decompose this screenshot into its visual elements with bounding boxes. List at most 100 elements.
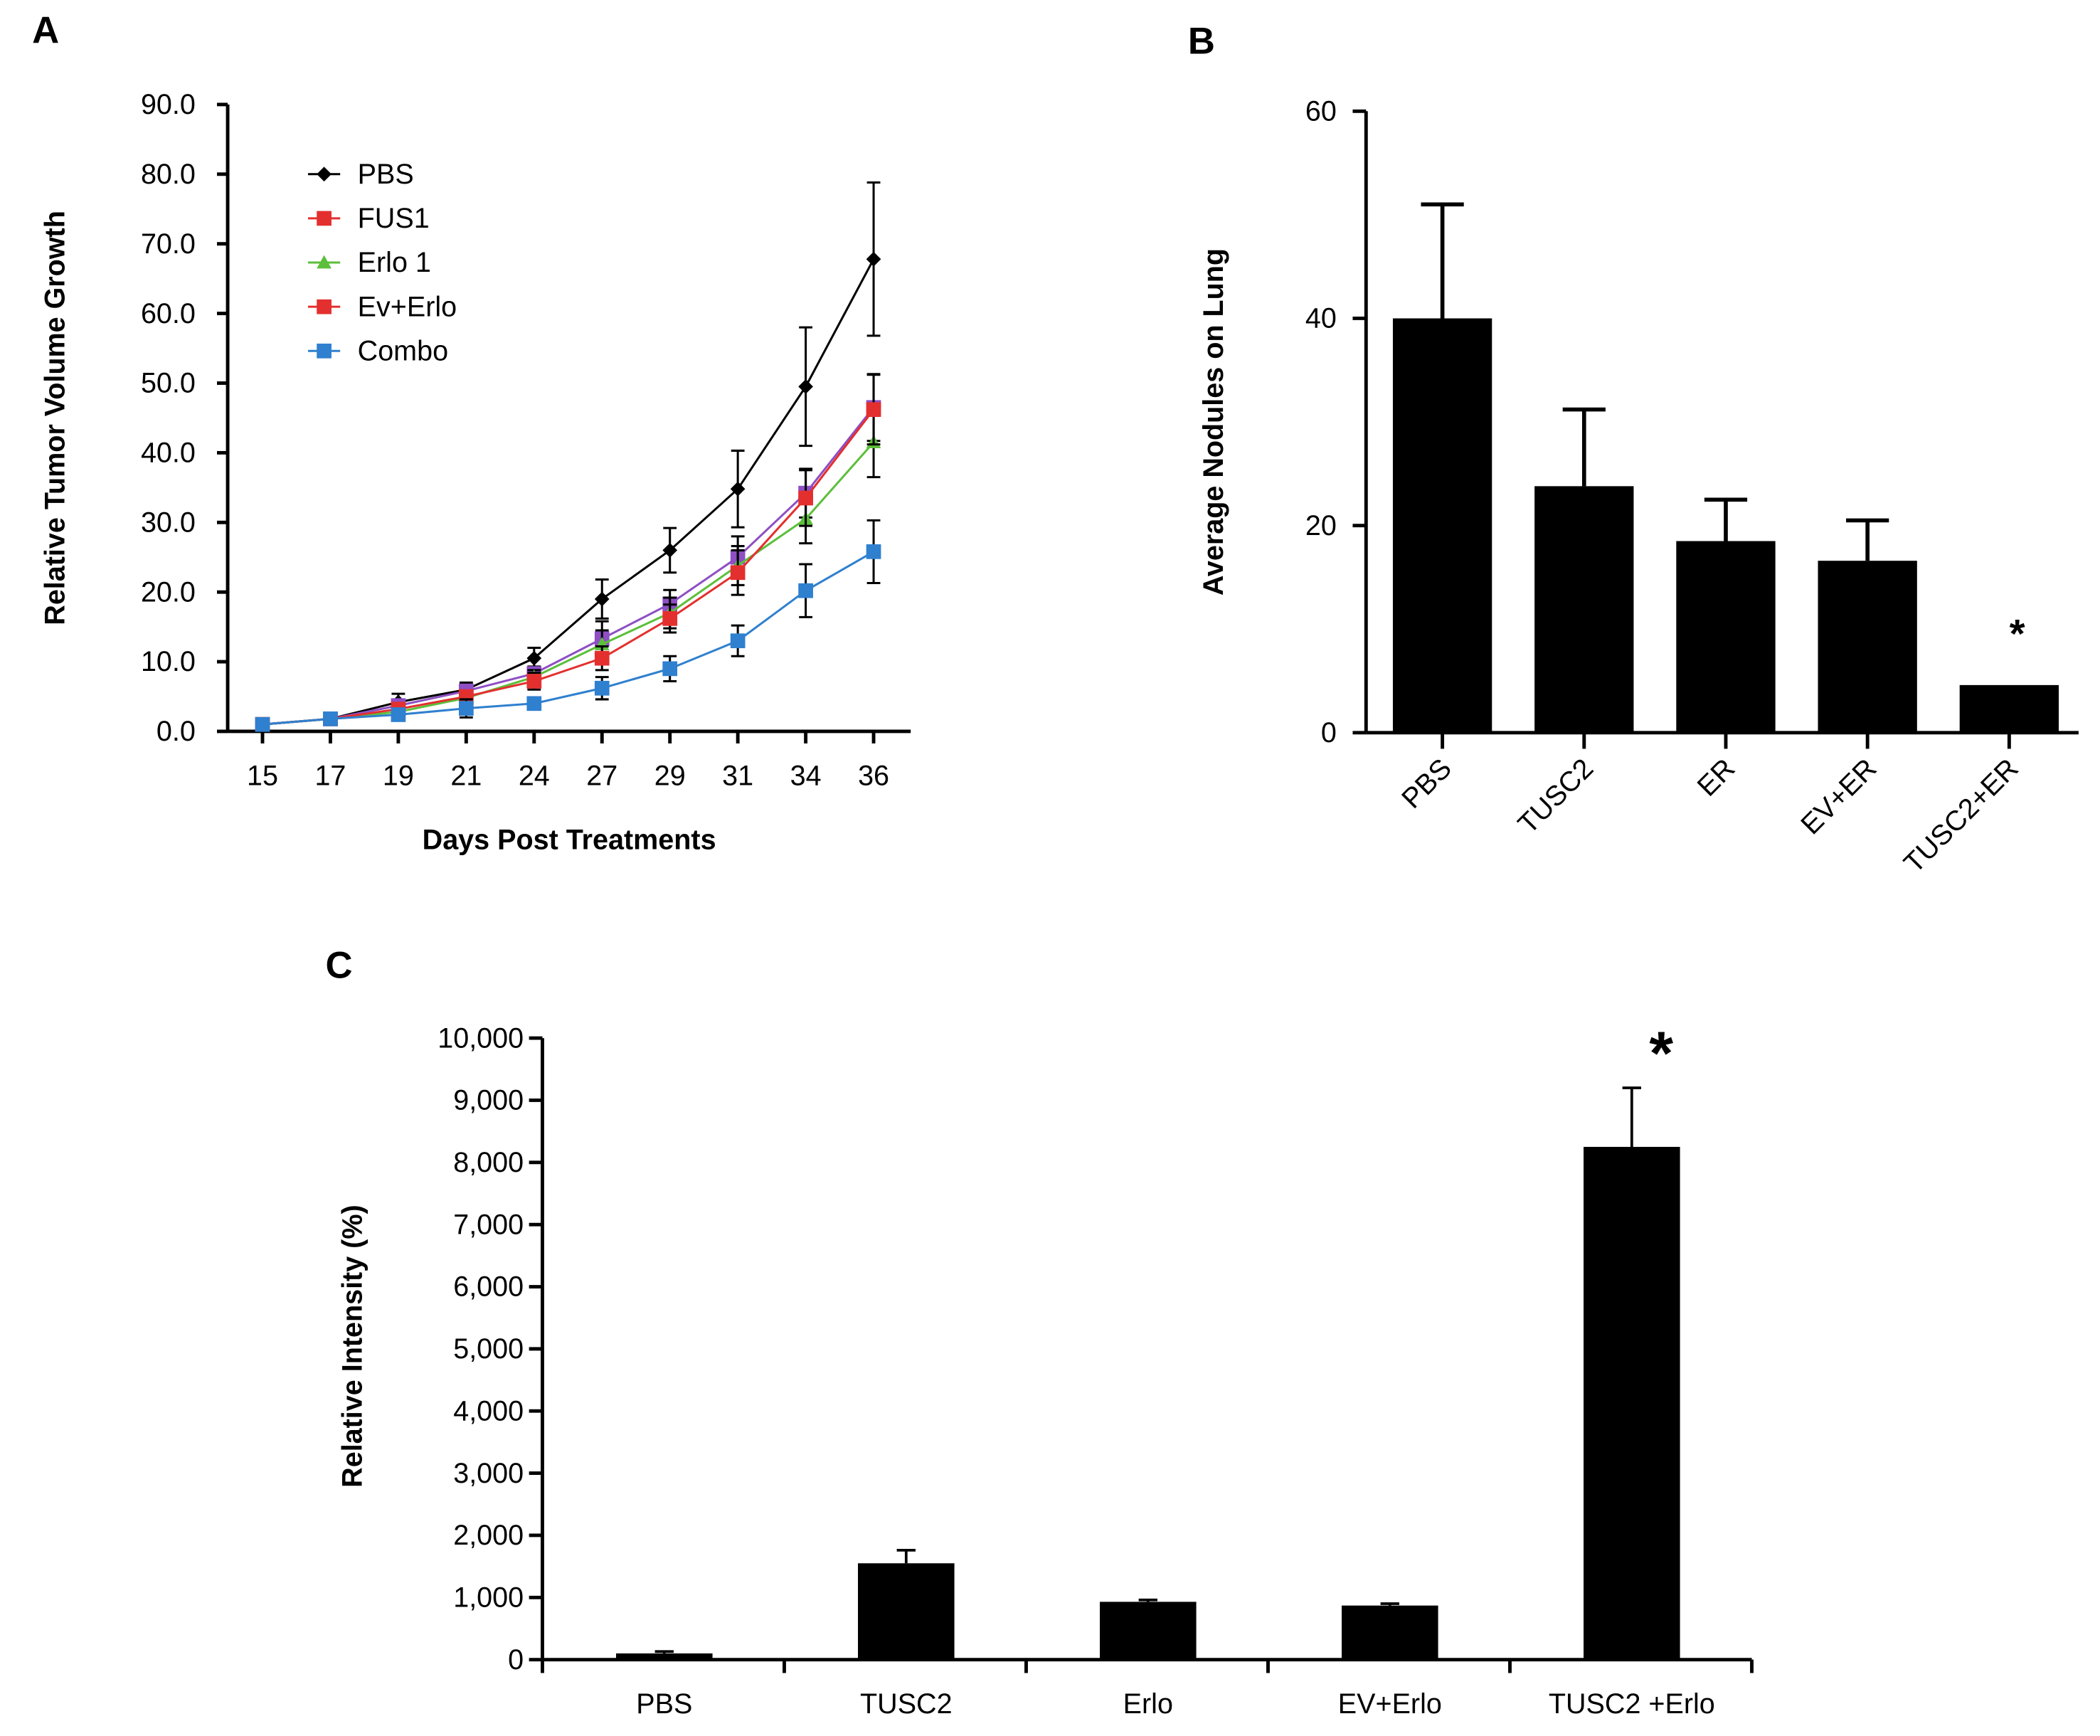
series-erlo-1	[255, 406, 881, 731]
data-point	[526, 674, 542, 689]
bar-group-ev-er	[1818, 518, 1917, 733]
data-point	[730, 565, 746, 581]
y-tick-label: 20.0	[141, 576, 196, 608]
legend-label: Combo	[358, 335, 448, 366]
series-line	[262, 551, 874, 726]
panel-label-a: A	[32, 9, 59, 51]
x-tick-label: TUSC2	[1512, 753, 1600, 840]
bar	[1676, 541, 1776, 733]
bar-group-tusc2-er: *	[1959, 611, 2059, 733]
legend-label: PBS	[358, 159, 414, 190]
x-tick-label: EV+ER	[1795, 753, 1883, 841]
series-ev-erlo	[255, 374, 881, 732]
y-tick-label: 40.0	[141, 438, 196, 469]
data-point	[662, 661, 678, 677]
data-point	[866, 402, 881, 418]
chart-b-y-label: Average Nodules on Lung	[1198, 248, 1229, 596]
y-tick-label: 40	[1305, 303, 1337, 334]
data-point	[391, 707, 406, 722]
bar-group-erlo	[1100, 1598, 1197, 1660]
data-point	[866, 544, 881, 559]
data-point	[798, 490, 813, 506]
chart-a: 0.0 10.0 20.0 30.0 40.0 50.0 60.0 70.0 80.0 90.0 1…	[141, 89, 911, 791]
significance-asterisk: *	[2010, 611, 2025, 656]
y-tick-label: 0.0	[157, 716, 196, 747]
y-tick-label: 70.0	[141, 228, 196, 260]
series-pbs	[255, 181, 881, 732]
y-tick-label: 1,000	[453, 1582, 524, 1613]
x-tick-label: 34	[790, 760, 822, 791]
data-point	[526, 650, 542, 666]
y-tick-label: 8,000	[453, 1147, 524, 1178]
y-tick-label: 0	[508, 1644, 524, 1676]
chart-a-x-label: Days Post Treatments	[423, 825, 716, 856]
legend-label: Erlo 1	[358, 247, 431, 278]
data-point	[594, 591, 610, 607]
series-line	[262, 408, 875, 726]
y-tick-label: 3,000	[453, 1458, 524, 1489]
data-point	[323, 711, 338, 726]
legend-marker	[317, 166, 332, 182]
bar	[1584, 1146, 1680, 1660]
bar	[1959, 684, 2059, 733]
bar-group-ev-erlo	[1342, 1602, 1438, 1660]
bar	[616, 1653, 713, 1660]
data-point	[594, 680, 610, 696]
y-tick-label: 4,000	[453, 1395, 524, 1427]
x-tick-label: 24	[519, 760, 550, 791]
x-tick-label: 27	[586, 760, 617, 791]
bar	[1100, 1602, 1197, 1660]
x-tick-label: ER	[1691, 753, 1741, 803]
bar	[858, 1563, 955, 1660]
legend-marker	[317, 299, 332, 314]
x-tick-label: EV+Erlo	[1338, 1688, 1442, 1720]
y-tick-label: 60	[1305, 95, 1337, 127]
legend-marker	[317, 343, 332, 359]
data-point	[866, 251, 881, 267]
y-tick-label: 20	[1305, 510, 1337, 541]
y-tick-label: 2,000	[453, 1520, 524, 1551]
y-tick-label: 90.0	[141, 89, 196, 120]
data-point	[730, 633, 746, 649]
chart-b: 0 20 40 60 PBS TUSC2 ER EV+ER * TUSC2+ER	[1305, 95, 2079, 879]
panel-label-b: B	[1188, 20, 1215, 62]
bar-group-pbs	[616, 1650, 713, 1660]
series-fus1	[255, 373, 881, 732]
x-tick-label: TUSC2	[860, 1688, 953, 1720]
bar-group-tusc2-erlo: *	[1584, 1020, 1680, 1660]
x-tick-label: TUSC2 +Erlo	[1549, 1688, 1715, 1720]
chart-c-y-label: Relative Intensity (%)	[336, 1205, 368, 1487]
chart-a-y-label: Relative Tumor Volume Growth	[39, 211, 70, 625]
y-tick-label: 9,000	[453, 1085, 524, 1116]
y-tick-label: 5,000	[453, 1333, 524, 1365]
series-combo	[255, 519, 881, 732]
bar-group-er	[1676, 497, 1776, 733]
data-point	[255, 716, 270, 732]
data-point	[662, 611, 678, 626]
x-tick-label: 17	[314, 760, 346, 791]
data-point	[662, 543, 678, 558]
y-tick-label: 80.0	[141, 159, 196, 190]
data-point	[458, 701, 474, 716]
x-tick-label: 21	[450, 760, 482, 791]
legend-label: Ev+Erlo	[358, 291, 457, 322]
x-tick-label: 36	[858, 760, 889, 791]
x-tick-label: 29	[654, 760, 686, 791]
x-tick-label: 19	[383, 760, 414, 791]
y-tick-label: 10,000	[438, 1022, 524, 1054]
panel-label-c: C	[325, 944, 352, 986]
x-tick-label: 31	[722, 760, 753, 791]
bar	[1818, 561, 1917, 733]
bar	[1342, 1605, 1438, 1660]
data-point	[798, 379, 813, 394]
x-tick-label: PBS	[1396, 753, 1458, 815]
legend-label: FUS1	[358, 203, 430, 234]
chart-c: 0 1,000 2,000 3,000 4,000 5,000 6,000 7,000 8,00…	[438, 1020, 1754, 1720]
y-tick-label: 50.0	[141, 368, 196, 399]
y-tick-label: 6,000	[453, 1271, 524, 1303]
legend-marker	[317, 255, 332, 269]
data-point	[526, 696, 542, 711]
significance-asterisk: *	[1649, 1020, 1673, 1088]
bar-group-tusc2	[1534, 407, 1634, 733]
